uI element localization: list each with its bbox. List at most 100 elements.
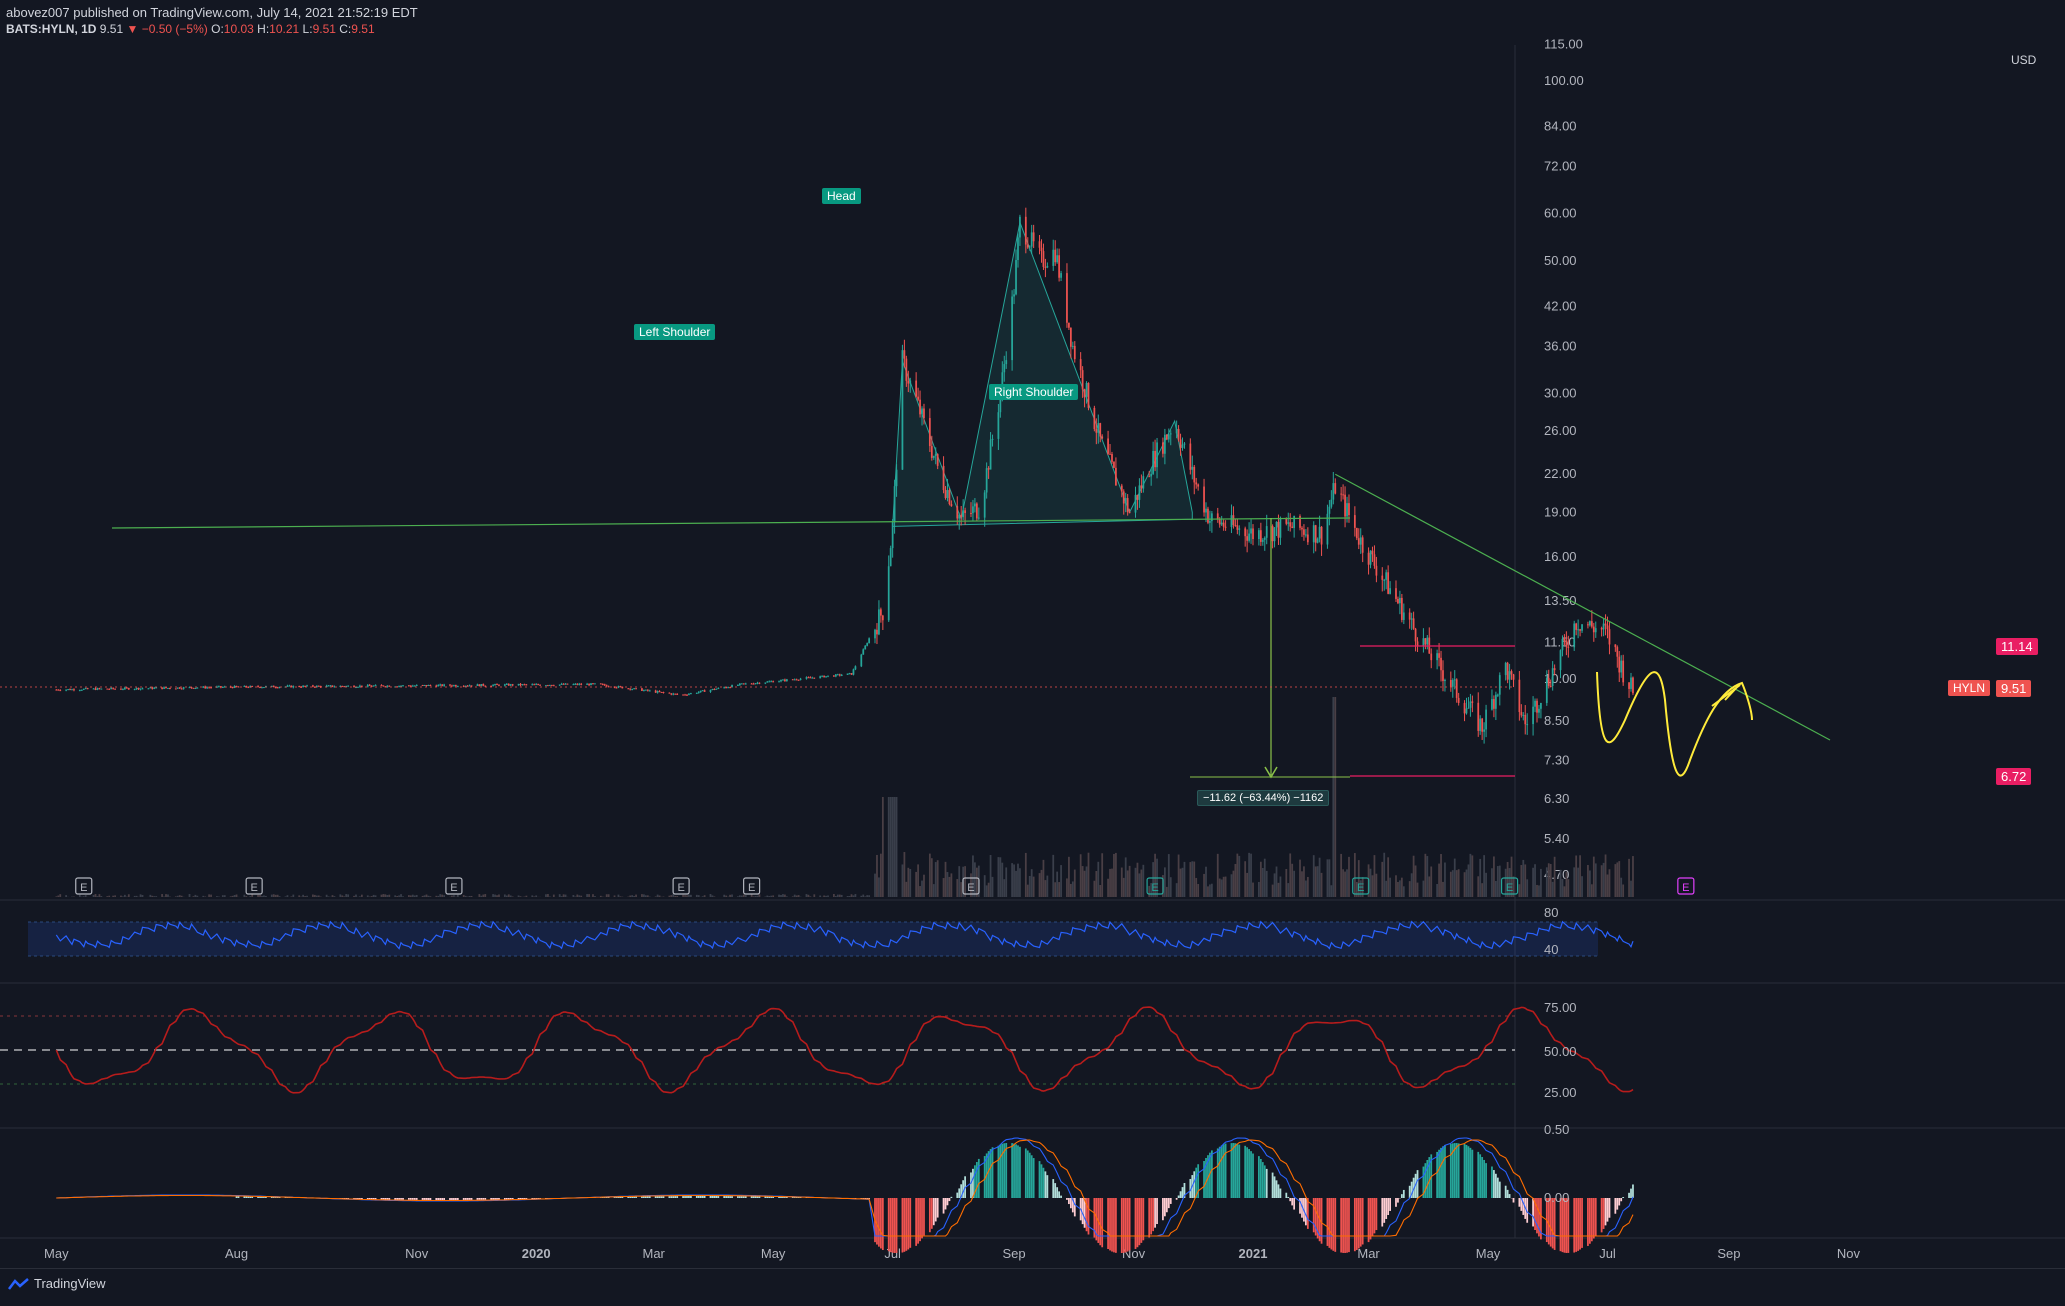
pattern-fill xyxy=(893,222,1193,526)
candle-body xyxy=(563,684,565,685)
volume-bar xyxy=(1184,862,1186,897)
candle-body xyxy=(97,688,99,690)
volume-bar xyxy=(1605,854,1607,897)
candle-body xyxy=(710,690,712,692)
candle-body xyxy=(1591,621,1593,627)
macd-histogram-bar xyxy=(1019,1147,1021,1198)
volume-bar xyxy=(326,895,328,897)
macd-histogram-bar xyxy=(451,1198,453,1200)
candle-body xyxy=(412,686,414,687)
macd-histogram-bar xyxy=(471,1198,473,1200)
candle-body xyxy=(782,680,784,681)
volume-bar xyxy=(1426,856,1428,897)
volume-bar xyxy=(1252,883,1254,897)
candle-body xyxy=(163,687,165,689)
candle-body xyxy=(604,684,606,685)
candle-body xyxy=(398,686,400,687)
volume-bar xyxy=(1595,863,1597,897)
candle-body xyxy=(328,685,330,686)
volume-bar xyxy=(396,896,398,897)
candle-body xyxy=(670,693,672,694)
volume-bar xyxy=(482,895,484,897)
candle-body xyxy=(933,456,935,458)
volume-bar xyxy=(1577,868,1579,897)
candle-body xyxy=(1221,523,1223,525)
candle-body xyxy=(1485,710,1487,730)
volume-bar xyxy=(904,852,906,897)
candle-body xyxy=(1358,538,1360,544)
candle-body xyxy=(1260,530,1262,542)
volume-bar xyxy=(592,894,594,897)
volume-bar xyxy=(1088,853,1090,897)
candle-body xyxy=(1438,653,1440,658)
volume-bar xyxy=(1074,870,1076,897)
volume-bar xyxy=(741,895,743,897)
candle-body xyxy=(1013,294,1015,296)
candle-body xyxy=(1178,429,1180,439)
candle-body xyxy=(1620,661,1622,673)
macd-histogram-bar xyxy=(1127,1198,1129,1252)
candle-body xyxy=(347,686,349,687)
candle-body xyxy=(553,685,555,686)
volume-bar xyxy=(888,797,890,897)
volume-bar xyxy=(435,896,437,897)
macd-histogram-bar xyxy=(743,1196,745,1198)
candle-body xyxy=(1195,482,1197,484)
volume-bar xyxy=(383,894,385,897)
macd-tick-label: 0.50 xyxy=(1544,1122,1569,1137)
candle-body xyxy=(1191,467,1193,470)
candle-body xyxy=(559,684,561,685)
volume-bar xyxy=(1479,859,1481,897)
candle-body xyxy=(1166,435,1168,440)
volume-bar xyxy=(1329,859,1331,897)
macd-histogram-bar xyxy=(1360,1198,1362,1247)
candle-body xyxy=(59,690,61,691)
candle-body xyxy=(120,689,122,690)
macd-histogram-bar xyxy=(1176,1198,1178,1200)
volume-bar xyxy=(1082,866,1084,897)
candle-body xyxy=(1632,678,1634,694)
candle-body xyxy=(1368,553,1370,565)
candle-body xyxy=(1303,529,1305,535)
candle-body xyxy=(1278,522,1280,538)
candle-body xyxy=(839,674,841,675)
macd-histogram-bar xyxy=(1450,1144,1452,1198)
candle-body xyxy=(318,686,320,687)
volume-bar xyxy=(759,894,761,897)
candle-body xyxy=(1395,588,1397,599)
price-chart[interactable]: 115.00100.0084.0072.0060.0050.0042.0036.… xyxy=(0,0,2065,1268)
volume-bar xyxy=(1415,865,1417,897)
macd-histogram-bar xyxy=(400,1198,402,1200)
volume-bar xyxy=(1552,882,1554,897)
candle-body xyxy=(1481,719,1483,732)
volume-bar xyxy=(1301,871,1303,897)
time-tick-label: Nov xyxy=(405,1246,429,1261)
volume-bar xyxy=(1221,879,1223,897)
stoch-tick-label: 75.00 xyxy=(1544,1000,1577,1015)
volume-bar xyxy=(236,894,238,897)
volume-bar xyxy=(751,894,753,897)
volume-bar xyxy=(1225,877,1227,897)
macd-histogram-bar xyxy=(757,1196,759,1198)
price-axis[interactable]: 115.00100.0084.0072.0060.0050.0042.0036.… xyxy=(1544,37,2037,882)
candle-body xyxy=(849,673,851,674)
left-shoulder-label: Left Shoulder xyxy=(634,324,715,340)
candle-body xyxy=(1470,701,1472,707)
candle-body xyxy=(526,684,528,685)
tradingview-brand[interactable]: TradingView xyxy=(8,1276,106,1291)
macd-histogram-bar xyxy=(1305,1198,1307,1225)
macd-histogram-bar xyxy=(990,1149,992,1198)
volume-bar xyxy=(1332,697,1334,897)
macd-histogram-bar xyxy=(1334,1198,1336,1252)
macd-histogram-bar xyxy=(1274,1176,1276,1198)
volume-bar xyxy=(341,895,343,897)
macd-histogram-bar xyxy=(1605,1198,1607,1225)
volume-bar xyxy=(1372,875,1374,897)
candle-body xyxy=(373,686,375,687)
candle-body xyxy=(140,688,142,689)
volume-bar xyxy=(778,895,780,897)
candle-body xyxy=(1548,678,1550,686)
macd-histogram-bar xyxy=(1272,1173,1274,1198)
volume-bar xyxy=(1189,862,1191,897)
